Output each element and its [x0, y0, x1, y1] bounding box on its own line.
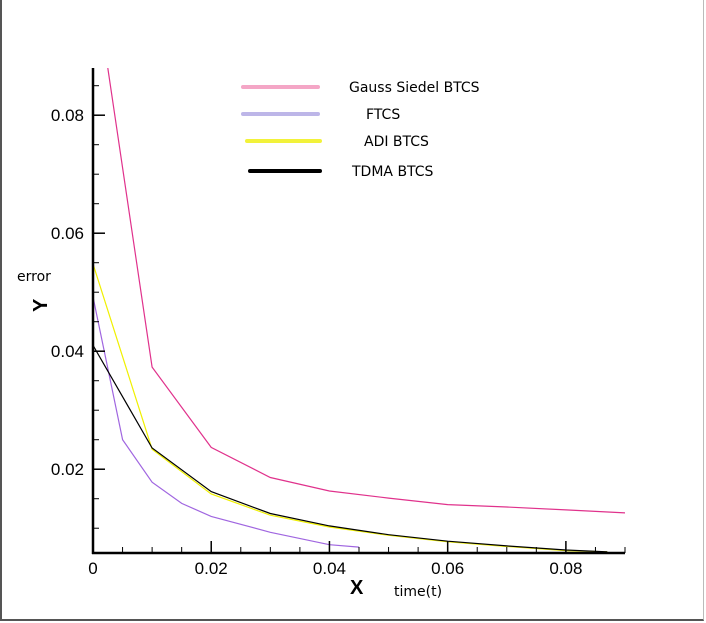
x-tick-label: 0: [88, 559, 97, 578]
legend-label-0: Gauss Siedel BTCS: [349, 80, 480, 96]
x-annotation: time(t): [394, 584, 442, 600]
x-axis-label: X: [350, 577, 364, 599]
y-tick-label: 0.04: [51, 342, 84, 361]
series-line-3: [93, 345, 608, 553]
series-layer: [93, 68, 625, 553]
x-tick-label: 0.04: [313, 559, 346, 578]
y-annotation: error: [17, 269, 51, 285]
x-tick-label: 0.06: [431, 559, 464, 578]
series-line-1: [93, 296, 360, 548]
ticks-layer: 0 0.02 0.04 0.06 0.08 0.02 0.04 0.06 0.08: [51, 85, 626, 578]
series-line-0: [107, 68, 625, 514]
x-tick-label: 0.08: [549, 559, 582, 578]
axes-layer: [91, 68, 625, 555]
y-tick-label: 0.02: [51, 460, 84, 479]
legend: Gauss Siedel BTCS FTCS ADI BTCS TDMA BTCS: [241, 80, 480, 180]
y-tick-label: 0.08: [51, 106, 84, 125]
y-axis-label: Y: [30, 298, 52, 312]
x-tick-label: 0.02: [195, 559, 228, 578]
y-tick-label: 0.06: [51, 224, 84, 243]
legend-label-3: TDMA BTCS: [351, 164, 434, 180]
legend-label-1: FTCS: [366, 107, 400, 123]
legend-label-2: ADI BTCS: [364, 134, 429, 150]
